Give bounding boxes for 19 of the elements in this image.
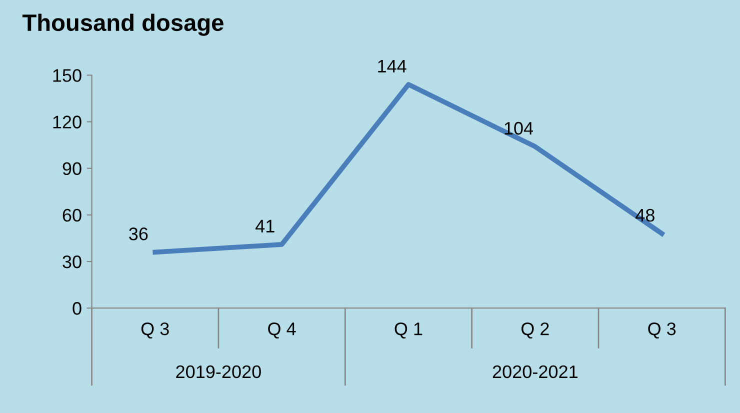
text: 2019-2020: [176, 365, 261, 378]
data-label: 104: [504, 122, 534, 135]
x-tick-label: Q 3: [648, 322, 676, 338]
data-label: 41: [256, 220, 274, 232]
x-tick-label: Q 1: [394, 322, 422, 338]
data-label: 144: [378, 60, 406, 72]
y-tick-label: 120: [53, 116, 82, 128]
chart-title: Thousand dosage: [22, 14, 224, 36]
y-tick-label: 150: [53, 69, 82, 82]
data-label: 36: [129, 228, 148, 240]
y-tick-label: 30: [62, 255, 82, 268]
data-label: 48: [636, 208, 654, 222]
y-tick-label: 60: [62, 208, 82, 222]
x-tick-label: Q 4: [268, 322, 296, 338]
y-tick-label: 0: [72, 302, 82, 315]
x-tick-label: Q 2: [521, 322, 549, 338]
x-tick-label: Q 3: [141, 322, 169, 338]
text: 2020-2021: [492, 365, 578, 378]
y-tick-label: 90: [62, 162, 82, 176]
